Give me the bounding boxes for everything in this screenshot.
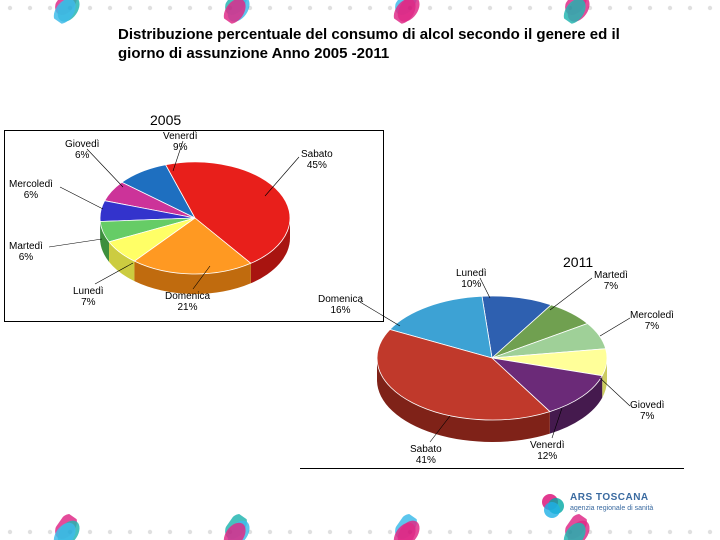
banner-bottom	[0, 524, 720, 540]
slice-label: Giovedì7%	[630, 400, 664, 422]
logo-subtitle: agenzia regionale di sanità	[570, 505, 653, 512]
logo-text: ARS TOSCANA	[570, 492, 649, 503]
slice-label: Sabato41%	[410, 444, 442, 466]
year-2005-label: 2005	[150, 112, 181, 128]
slice-label: Venerdì12%	[530, 440, 564, 462]
page-title: Distribuzione percentuale del consumo di…	[118, 26, 658, 64]
logo: ARS TOSCANA agenzia regionale di sanità	[540, 490, 710, 522]
slice-label: Mercoledì6%	[9, 179, 53, 201]
slice-label: Domenica21%	[165, 291, 210, 313]
slice-label: Martedì7%	[594, 270, 628, 292]
slice-label: Domenica16%	[318, 294, 363, 316]
slice-label: Giovedì6%	[65, 139, 99, 161]
slice-label: Lunedì10%	[456, 268, 487, 290]
slice-label: Martedì6%	[9, 241, 43, 263]
chart-2011: Lunedì10% Martedì7%Mercoledì7% Giovedì7% Ve…	[300, 268, 684, 469]
banner-top	[0, 0, 720, 16]
slice-label: Venerdì9%	[163, 131, 197, 153]
logo-icon	[540, 492, 566, 518]
slice-label: Sabato45%	[301, 149, 333, 171]
slice-label: Mercoledì7%	[630, 310, 674, 332]
slice-label: Lunedì7%	[73, 286, 104, 308]
